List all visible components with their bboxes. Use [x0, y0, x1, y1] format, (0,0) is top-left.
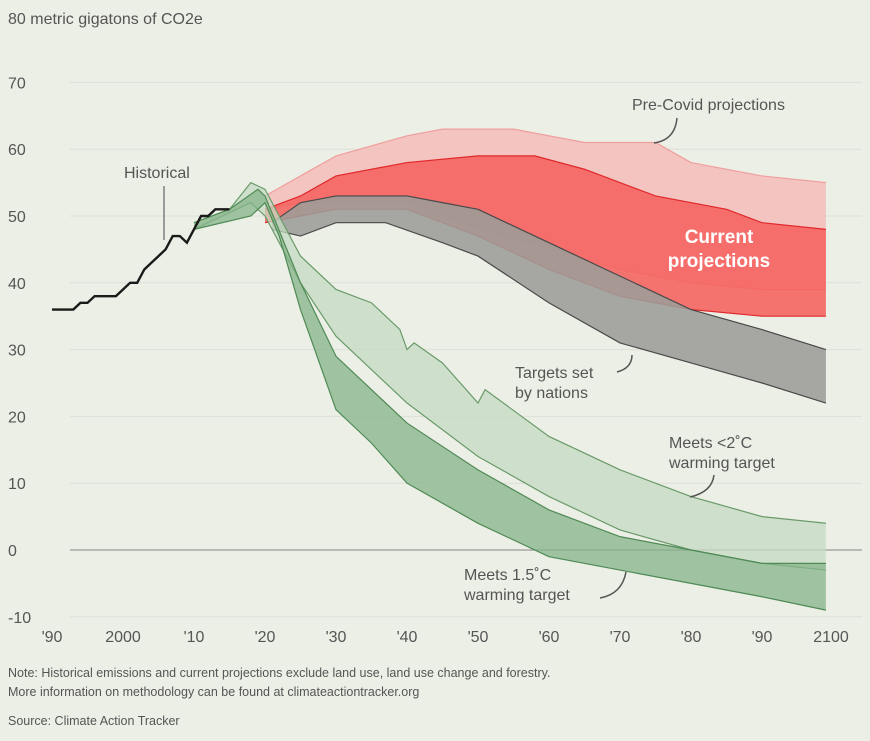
y-tick-label: 60: [8, 142, 26, 159]
targets-label-line2: by nations: [515, 385, 588, 402]
y-tick-label: 30: [8, 343, 26, 360]
x-tick-label: '70: [610, 629, 631, 646]
x-tick-label: '10: [184, 629, 205, 646]
pre-covid-label: Pre-Covid projections: [632, 97, 785, 114]
footnote-line-1: Note: Historical emissions and current p…: [8, 666, 551, 680]
x-tick-label: '80: [681, 629, 702, 646]
y-tick-label: 50: [8, 209, 26, 226]
x-tick-label: 2100: [813, 629, 849, 646]
pre-covid-leader-line: [653, 117, 678, 144]
y-tick-label: 0: [8, 543, 17, 560]
y-tick-label: -10: [8, 610, 31, 627]
band-4-area: [194, 189, 826, 611]
source-note: Source: Climate Action Tracker: [8, 714, 180, 728]
one-five-label-line1: Meets 1.5˚C: [464, 567, 551, 584]
x-tick-label: '90: [42, 629, 63, 646]
historical-label: Historical: [124, 165, 190, 182]
current-label-line2: projections: [668, 251, 770, 272]
y-tick-label: 40: [8, 276, 26, 293]
band-0-upper-line: [264, 128, 826, 197]
x-tick-label: '90: [752, 629, 773, 646]
band-1-upper-line: [264, 155, 826, 230]
historical-line: [52, 208, 230, 311]
x-tick-label: '30: [326, 629, 347, 646]
band-4-lower-line: [193, 201, 827, 611]
y-tick-label: 70: [8, 75, 26, 92]
band-4-upper-line: [193, 188, 826, 564]
band-2-area: [272, 195, 826, 404]
y-tick-label: 10: [8, 476, 26, 493]
x-tick-label: '40: [397, 629, 418, 646]
y-tick-label: 20: [8, 409, 26, 426]
x-tick-label: '20: [255, 629, 276, 646]
current-label-line1: Current: [685, 227, 754, 248]
two-c-leader-line: [689, 474, 715, 498]
band-3-area: [194, 182, 826, 571]
targets-label-line1: Targets set: [515, 365, 594, 382]
footnote-line-2: More information on methodology can be f…: [8, 685, 420, 699]
x-tick-label: '60: [539, 629, 560, 646]
x-tick-label: 2000: [105, 629, 141, 646]
band-2-upper-line: [271, 195, 827, 351]
two-c-label-line2: warming target: [668, 455, 775, 472]
x-tick-label: '50: [468, 629, 489, 646]
targets-leader-line: [616, 354, 633, 373]
chart-title: 80 metric gigatons of CO2e: [8, 11, 203, 28]
one-five-label-line2: warming target: [463, 587, 570, 604]
one-five-leader-line: [599, 571, 627, 599]
band-3-upper-line: [193, 181, 826, 524]
two-c-label-line1: Meets <2˚C: [669, 435, 752, 452]
band-2-lower-line: [271, 222, 827, 404]
